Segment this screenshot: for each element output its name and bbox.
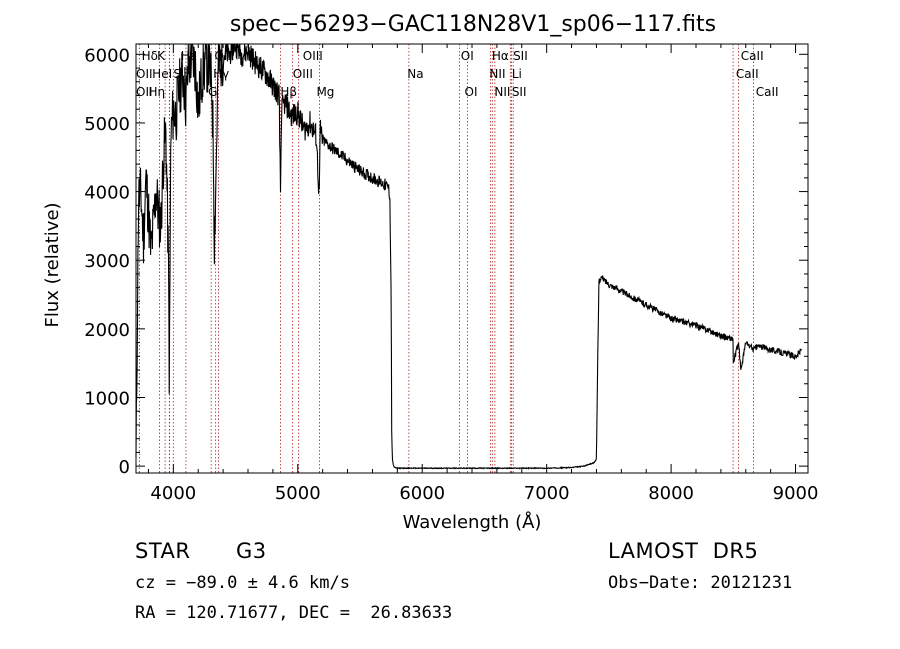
x-tick-label: 7000	[524, 483, 570, 504]
x-tick-label: 6000	[399, 483, 445, 504]
plot-frame	[135, 43, 809, 474]
object-subclass: G3	[236, 539, 267, 563]
y-tick-label: 3000	[84, 251, 130, 272]
line-label-11: S	[173, 67, 181, 81]
line-label-23: OI	[465, 85, 478, 99]
y-tick-label: 4000	[84, 183, 130, 204]
line-label-26: CaII	[756, 85, 779, 99]
x-tick-label: 8000	[648, 483, 694, 504]
line-label-17: CaII	[736, 67, 759, 81]
x-axis: 4000 5000 6000 7000 8000 9000	[147, 44, 819, 504]
line-label-18: OII	[136, 85, 153, 99]
line-label-21: Hβ	[280, 85, 297, 99]
x-axis-label: Wavelength (Å)	[403, 511, 542, 533]
line-label-15: NII	[489, 67, 505, 81]
line-label-16: Li	[512, 67, 522, 81]
line-label-7: SII	[513, 49, 528, 63]
survey-name: LAMOST DR5	[608, 539, 759, 563]
line-label-6: Hα	[492, 49, 509, 63]
line-label-22: Mg	[316, 85, 334, 99]
line-label-25: SII	[512, 85, 527, 99]
x-tick-label: 4000	[150, 483, 196, 504]
redshift-cz: cz = −89.0 ± 4.6 km/s	[135, 573, 350, 593]
y-tick-label: 1000	[84, 388, 130, 409]
y-tick-label: 5000	[84, 114, 130, 135]
y-axis-label: Flux (relative)	[42, 202, 63, 327]
y-tick-label: 0	[119, 457, 130, 478]
line-label-8: CaII	[741, 49, 764, 63]
line-label-0: Hδ	[142, 49, 158, 63]
coordinates: RA = 120.71677, DEC = 26.83633	[135, 603, 453, 623]
x-tick-label: 5000	[275, 483, 321, 504]
line-label-20: G	[208, 85, 217, 99]
line-label-13: OIII	[293, 67, 313, 81]
y-tick-label: 6000	[84, 45, 130, 66]
y-axis: 0 1000 2000 3000 4000 5000 6000	[84, 45, 808, 478]
line-label-24: NII	[494, 85, 510, 99]
line-label-19: Hη	[148, 85, 165, 99]
observation-date: Obs−Date: 20121231	[608, 573, 793, 593]
line-label-14: Na	[407, 67, 423, 81]
spectrum-series-line	[135, 43, 803, 470]
line-label-4: OIII	[303, 49, 323, 63]
chart-title: spec−56293−GAC118N28V1_sp06−117.fits	[230, 12, 716, 37]
line-label-10: HeI	[152, 67, 172, 81]
x-tick-label: 9000	[773, 483, 819, 504]
object-class: STAR	[135, 539, 191, 563]
emission-line-markers	[138, 44, 754, 473]
line-label-5: OI	[461, 49, 474, 63]
y-tick-label: 2000	[84, 320, 130, 341]
line-label-1: K	[157, 49, 166, 63]
line-label-9: OII	[136, 67, 153, 81]
